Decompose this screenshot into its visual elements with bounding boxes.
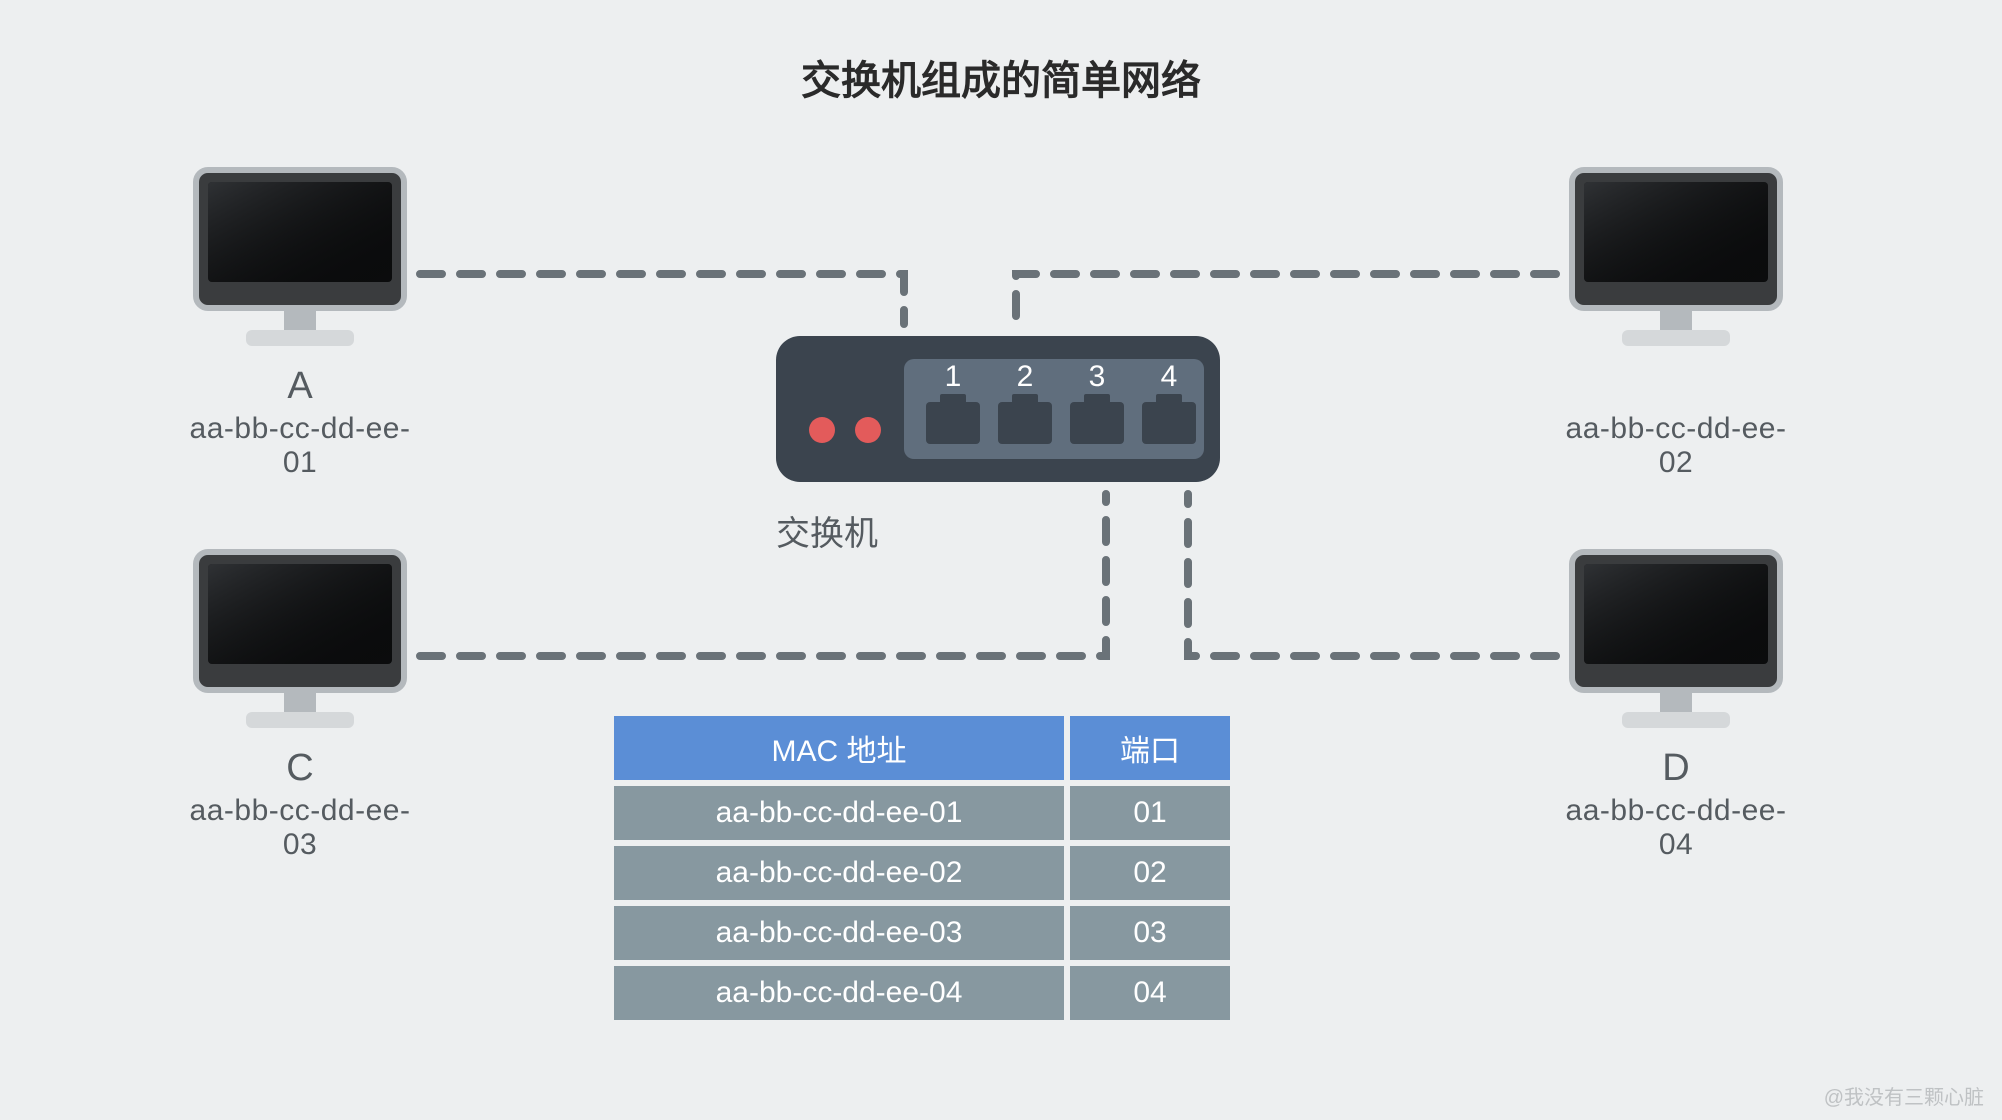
monitor-icon [1566,164,1786,354]
computer-b: B aa-bb-cc-dd-ee-02 [1556,164,1796,480]
col-port-header: 端口 [1070,716,1230,780]
mac-cell: aa-bb-cc-dd-ee-01 [614,786,1064,840]
port-label-4: 4 [1161,360,1178,393]
mac-cell: aa-bb-cc-dd-ee-04 [614,966,1064,1020]
port-cell: 02 [1070,846,1230,900]
computer-c: C aa-bb-cc-dd-ee-03 [180,546,420,862]
table-row: aa-bb-cc-dd-ee-0202 [614,846,1234,900]
port-cell: 03 [1070,906,1230,960]
switch-icon: 1 2 3 4 [776,324,1220,494]
monitor-icon [1566,546,1786,736]
table-header: MAC 地址 端口 [614,716,1234,780]
computer-a-label: A [180,365,420,408]
table-row: aa-bb-cc-dd-ee-0101 [614,786,1234,840]
computer-d: D aa-bb-cc-dd-ee-04 [1556,546,1796,862]
computer-d-label: D [1556,747,1796,790]
port-label-3: 3 [1089,360,1106,393]
mac-cell: aa-bb-cc-dd-ee-03 [614,906,1064,960]
table-row: aa-bb-cc-dd-ee-0303 [614,906,1234,960]
monitor-icon [190,546,410,736]
computer-d-mac: aa-bb-cc-dd-ee-04 [1556,794,1796,862]
computer-b-mac: aa-bb-cc-dd-ee-02 [1556,412,1796,480]
diagram-title: 交换机组成的简单网络 [0,48,2002,106]
monitor-icon [190,164,410,354]
mac-cell: aa-bb-cc-dd-ee-02 [614,846,1064,900]
computer-c-label: C [180,747,420,790]
port-label-2: 2 [1017,360,1034,393]
computer-a: A aa-bb-cc-dd-ee-01 [180,164,420,480]
switch-label: 交换机 [776,506,878,555]
network-switch: 1 2 3 4 [776,324,1220,494]
watermark: @我没有三颗心脏 [1824,1081,1984,1110]
port-cell: 04 [1070,966,1230,1020]
col-mac-header: MAC 地址 [614,716,1064,780]
computer-c-mac: aa-bb-cc-dd-ee-03 [180,794,420,862]
port-cell: 01 [1070,786,1230,840]
port-label-1: 1 [945,360,962,393]
table-row: aa-bb-cc-dd-ee-0404 [614,966,1234,1020]
computer-a-mac: aa-bb-cc-dd-ee-01 [180,412,420,480]
mac-address-table: MAC 地址 端口 aa-bb-cc-dd-ee-0101aa-bb-cc-dd… [614,716,1234,1026]
